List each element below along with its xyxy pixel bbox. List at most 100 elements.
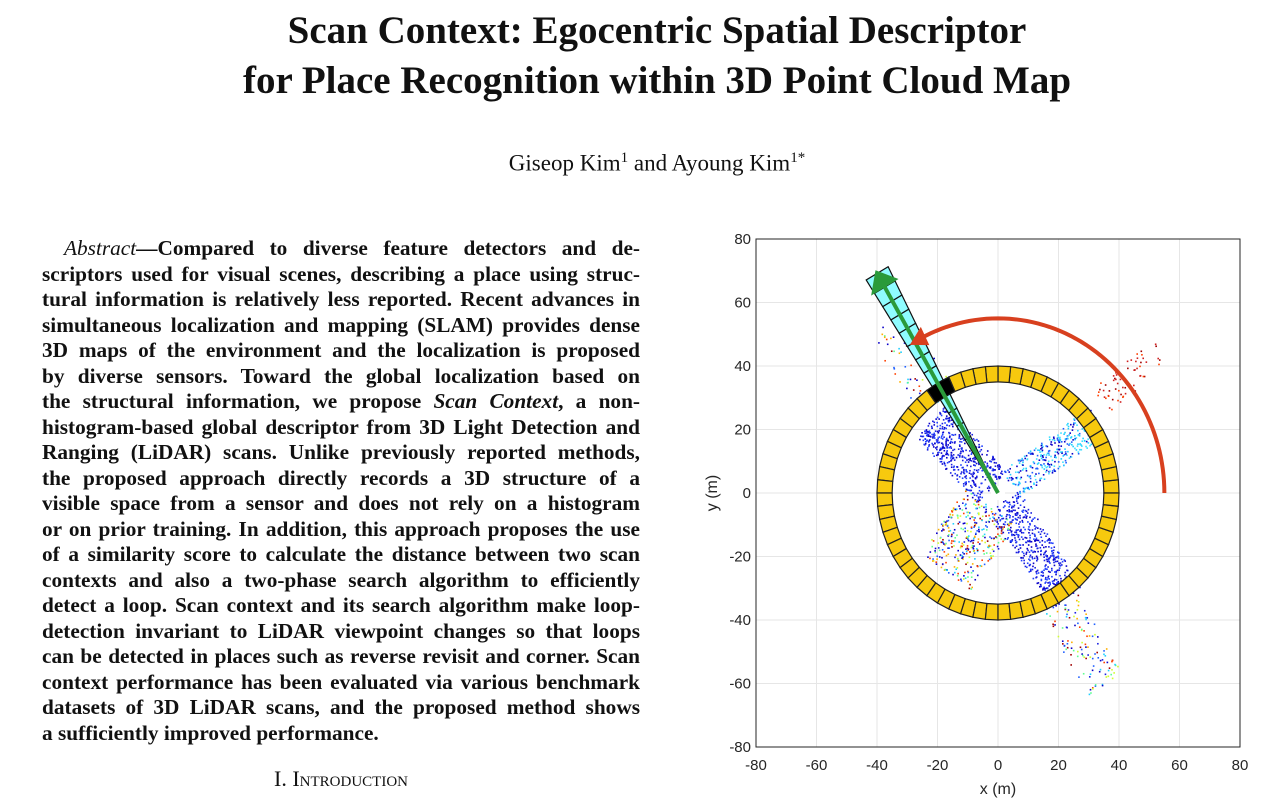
lidar-point: [1088, 635, 1091, 637]
lidar-point: [1060, 580, 1062, 582]
lidar-point: [945, 375, 947, 378]
lidar-point: [1051, 549, 1053, 552]
lidar-point: [992, 468, 994, 470]
lidar-point: [878, 342, 880, 344]
lidar-point: [1022, 544, 1024, 546]
lidar-point: [972, 539, 975, 542]
lidar-point: [1105, 676, 1108, 678]
lidar-point: [1008, 514, 1010, 516]
lidar-point: [994, 482, 997, 485]
lidar-point: [942, 419, 945, 421]
lidar-point: [1014, 531, 1016, 534]
lidar-point: [946, 452, 949, 455]
lidar-point: [947, 444, 950, 446]
lidar-point: [1022, 552, 1025, 555]
lidar-point: [939, 447, 942, 450]
lidar-point: [1091, 657, 1094, 660]
lidar-point: [1064, 604, 1066, 606]
lidar-point: [1048, 463, 1050, 466]
lidar-point: [1028, 564, 1031, 567]
lidar-point: [991, 512, 994, 515]
lidar-point: [943, 426, 946, 429]
lidar-point: [984, 511, 987, 514]
lidar-point: [1090, 443, 1093, 446]
lidar-point: [971, 586, 973, 589]
lidar-point: [1111, 660, 1113, 663]
lidar-point: [937, 547, 940, 549]
author-name: Giseop Kim: [508, 150, 621, 176]
lidar-point: [928, 444, 931, 446]
lidar-point: [914, 378, 917, 380]
lidar-point: [959, 454, 961, 457]
lidar-point: [970, 546, 973, 549]
lidar-point: [1033, 525, 1036, 527]
lidar-point: [948, 534, 950, 536]
lidar-point: [1002, 540, 1004, 543]
lidar-point: [961, 477, 964, 480]
lidar-point: [1085, 613, 1087, 616]
lidar-point: [1007, 532, 1010, 534]
lidar-point: [999, 476, 1002, 479]
lidar-point: [956, 515, 959, 517]
lidar-point: [935, 561, 938, 563]
lidar-point: [955, 508, 958, 511]
lidar-point: [968, 489, 971, 492]
lidar-point: [1031, 471, 1034, 474]
lidar-point: [1006, 477, 1009, 480]
lidar-point: [1040, 442, 1043, 445]
lidar-point: [1080, 628, 1083, 631]
lidar-point: [976, 507, 978, 510]
lidar-point: [1043, 569, 1045, 572]
lidar-point: [1066, 610, 1069, 613]
lidar-point: [969, 551, 971, 553]
lidar-point: [1022, 526, 1025, 529]
lidar-point: [1067, 425, 1070, 428]
lidar-point: [947, 535, 950, 537]
lidar-point: [1044, 582, 1046, 584]
lidar-point: [953, 448, 956, 451]
lidar-point: [1135, 360, 1137, 363]
lidar-point: [1119, 401, 1122, 403]
lidar-point: [960, 471, 963, 473]
lidar-point: [884, 359, 886, 362]
lidar-point: [1012, 515, 1014, 518]
lidar-point: [1036, 463, 1039, 465]
lidar-point: [1101, 683, 1104, 686]
lidar-point: [969, 540, 972, 543]
lidar-point: [1050, 547, 1053, 549]
lidar-point: [997, 464, 999, 467]
lidar-point: [981, 496, 984, 499]
lidar-point: [940, 435, 943, 438]
lidar-point: [1111, 659, 1114, 662]
lidar-point: [1002, 523, 1005, 525]
lidar-point: [988, 487, 991, 489]
lidar-point: [1088, 693, 1091, 696]
lidar-point: [1051, 444, 1053, 446]
lidar-point: [1063, 440, 1066, 443]
lidar-point: [928, 439, 931, 442]
lidar-point: [1145, 361, 1148, 363]
lidar-point: [957, 454, 959, 456]
lidar-point: [1014, 471, 1017, 474]
lidar-point: [942, 528, 944, 531]
ring-sector: [1100, 503, 1120, 521]
lidar-point: [1015, 533, 1018, 536]
lidar-point: [941, 433, 944, 436]
lidar-point: [1048, 436, 1051, 438]
lidar-point: [1020, 476, 1023, 479]
lidar-point: [1046, 445, 1049, 448]
lidar-point: [1026, 512, 1029, 514]
lidar-point: [1114, 388, 1117, 390]
lidar-point: [1012, 509, 1015, 512]
lidar-point: [1045, 581, 1047, 584]
lidar-point: [963, 456, 966, 459]
lidar-point: [943, 436, 945, 438]
lidar-point: [1025, 537, 1028, 539]
lidar-point: [946, 450, 948, 452]
lidar-point: [1046, 587, 1048, 589]
lidar-point: [1067, 427, 1070, 430]
lidar-point: [995, 536, 998, 539]
lidar-point: [962, 512, 965, 515]
abstract-text: detect a loop. Scan context and its sear…: [42, 593, 640, 617]
lidar-point: [1042, 572, 1044, 574]
